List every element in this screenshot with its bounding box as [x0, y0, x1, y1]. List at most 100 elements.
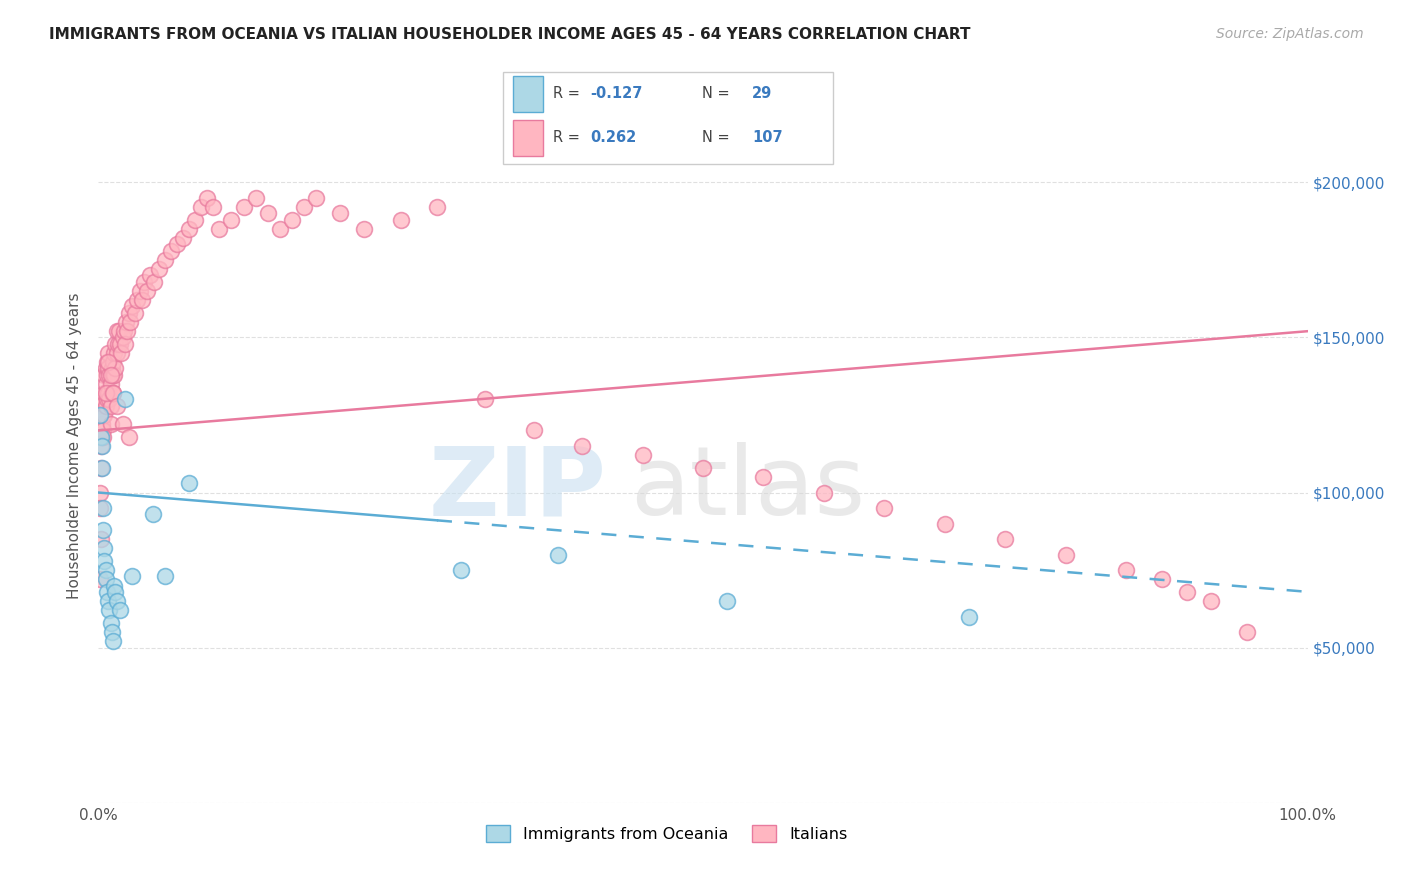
Point — [127, 293, 149, 308]
Text: R =: R = — [553, 130, 585, 145]
Point — [93, 386, 115, 401]
Point — [172, 231, 194, 245]
Bar — [513, 120, 543, 156]
Point — [111, 330, 134, 344]
Point — [90, 532, 112, 546]
Text: IMMIGRANTS FROM OCEANIA VS ITALIAN HOUSEHOLDER INCOME AGES 45 - 64 YEARS CORRELA: IMMIGRANTS FROM OCEANIA VS ITALIAN HOUSE… — [49, 27, 970, 42]
Point — [96, 392, 118, 407]
Point — [103, 346, 125, 360]
Point — [115, 315, 138, 329]
Point — [221, 212, 243, 227]
Point — [97, 355, 120, 369]
Point — [93, 408, 115, 422]
Point — [128, 284, 150, 298]
Point — [104, 584, 127, 599]
Point — [281, 212, 304, 227]
Point — [195, 191, 218, 205]
Point — [89, 573, 111, 587]
Point — [547, 548, 569, 562]
Point — [934, 516, 956, 531]
Point — [108, 336, 131, 351]
Point — [104, 336, 127, 351]
Point — [94, 361, 117, 376]
Point — [105, 594, 128, 608]
Point — [105, 346, 128, 360]
Point — [101, 386, 124, 401]
Point — [873, 501, 896, 516]
Point — [100, 361, 122, 376]
Point — [474, 392, 496, 407]
Point — [100, 399, 122, 413]
Point — [100, 615, 122, 630]
Point — [139, 268, 162, 283]
Point — [166, 237, 188, 252]
Point — [107, 336, 129, 351]
Point — [1199, 594, 1222, 608]
Point — [97, 386, 120, 401]
Point — [153, 252, 176, 267]
Point — [1175, 584, 1198, 599]
Point — [101, 386, 124, 401]
Point — [232, 200, 254, 214]
Bar — [513, 76, 543, 112]
Point — [134, 275, 156, 289]
Point — [153, 569, 176, 583]
Point — [97, 594, 120, 608]
Point — [91, 392, 114, 407]
Point — [716, 594, 738, 608]
Point — [93, 541, 115, 556]
Point — [96, 355, 118, 369]
Point — [110, 346, 132, 360]
Point — [692, 460, 714, 475]
Point — [389, 212, 412, 227]
Point — [426, 200, 449, 214]
Point — [100, 368, 122, 382]
Text: 29: 29 — [752, 87, 772, 102]
Point — [90, 430, 112, 444]
Point — [90, 460, 112, 475]
Point — [1152, 573, 1174, 587]
Point — [101, 368, 124, 382]
Point — [292, 200, 315, 214]
Point — [105, 399, 128, 413]
Point — [353, 222, 375, 236]
Point — [89, 408, 111, 422]
Point — [143, 275, 166, 289]
Point — [523, 424, 546, 438]
Point — [135, 284, 157, 298]
Point — [100, 417, 122, 432]
Text: -0.127: -0.127 — [591, 87, 643, 102]
Point — [450, 563, 472, 577]
Point — [108, 324, 131, 338]
Point — [96, 584, 118, 599]
Point — [121, 569, 143, 583]
Point — [94, 386, 117, 401]
Text: Source: ZipAtlas.com: Source: ZipAtlas.com — [1216, 27, 1364, 41]
Point — [93, 368, 115, 382]
Text: ZIP: ZIP — [429, 442, 606, 535]
Point — [179, 476, 201, 491]
Point — [184, 212, 207, 227]
Point — [94, 573, 117, 587]
Point — [89, 501, 111, 516]
Point — [202, 200, 225, 214]
Point — [100, 625, 122, 640]
Point — [91, 439, 114, 453]
Point — [957, 609, 980, 624]
Point — [91, 408, 114, 422]
Text: atlas: atlas — [630, 442, 866, 535]
Point — [101, 355, 124, 369]
Point — [91, 424, 114, 438]
Text: 107: 107 — [752, 130, 783, 145]
Point — [91, 430, 114, 444]
Point — [94, 563, 117, 577]
Point — [94, 376, 117, 391]
Point — [121, 299, 143, 313]
Point — [104, 361, 127, 376]
Point — [100, 386, 122, 401]
Point — [1115, 563, 1137, 577]
Point — [98, 392, 121, 407]
Point — [91, 399, 114, 413]
Point — [1054, 548, 1077, 562]
Point — [103, 579, 125, 593]
